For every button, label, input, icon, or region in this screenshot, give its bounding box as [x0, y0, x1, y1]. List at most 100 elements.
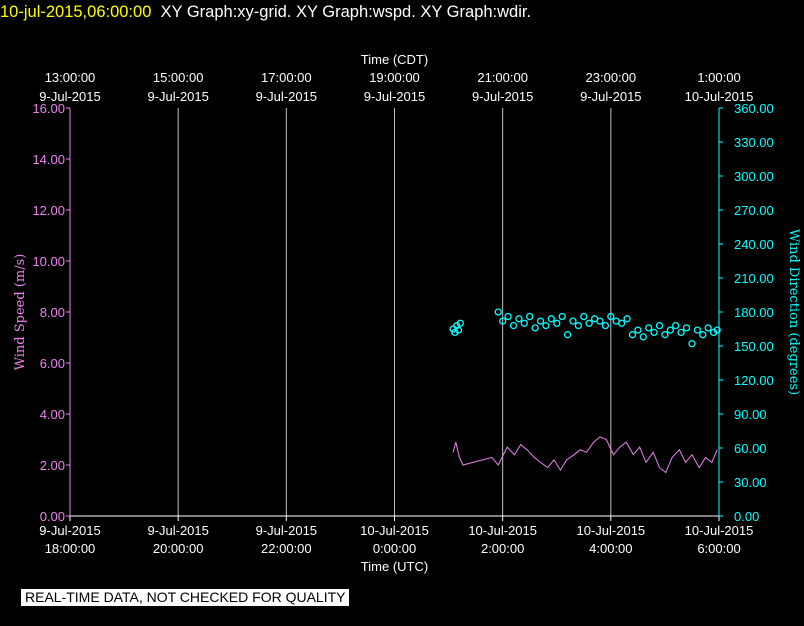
top-tick-time: 21:00:00 — [477, 70, 528, 85]
wind-direction-point — [451, 328, 459, 337]
header-graph-list: XY Graph:xy-grid. XY Graph:wspd. XY Grap… — [160, 3, 532, 21]
right-tick-label: 300.00 — [734, 169, 774, 184]
wind-direction-point — [623, 315, 631, 323]
top-tick-date: 9-Jul-2015 — [39, 89, 100, 104]
top-tick-time: 13:00:00 — [45, 70, 96, 85]
wind-direction-point — [617, 319, 626, 327]
wind-direction-point — [672, 321, 680, 330]
wind-direction-point — [677, 328, 685, 337]
top-tick-date: 10-Jul-2015 — [685, 89, 754, 104]
right-tick-label: 60.00 — [734, 441, 767, 456]
bottom-tick-date: 10-Jul-2015 — [468, 523, 537, 538]
wind-direction-point — [693, 326, 702, 334]
wind-direction-point — [456, 319, 464, 327]
right-tick-label: 90.00 — [734, 407, 767, 422]
wind-direction-point — [504, 312, 512, 321]
left-tick-label: 14.00 — [32, 152, 65, 167]
top-axis-ticks: 13:00:00 9-Jul-2015 15:00:00 9-Jul-2015 17:0… — [39, 70, 753, 104]
right-tick-label: 30.00 — [734, 475, 767, 490]
wind-direction-point — [536, 317, 545, 325]
top-tick-time: 15:00:00 — [153, 70, 204, 85]
left-tick-label: 8.00 — [40, 305, 65, 320]
top-tick-time: 23:00:00 — [586, 70, 637, 85]
bottom-tick-date: 10-Jul-2015 — [577, 523, 646, 538]
bottom-axis-title: Time (UTC) — [361, 559, 428, 574]
bottom-axis-ticks: 9-Jul-2015 18:00:00 9-Jul-2015 20:00:00 9-Ju… — [39, 516, 753, 556]
left-tick-label: 2.00 — [40, 458, 65, 473]
top-axis-title: Time (CDT) — [361, 52, 428, 67]
top-tick-time: 17:00:00 — [261, 70, 312, 85]
wind-direction-point — [526, 312, 534, 321]
wind-speed-line — [452, 436, 718, 474]
left-axis-label: Wind Speed (m/s) — [13, 254, 28, 371]
wind-direction-point — [574, 321, 583, 330]
wind-direction-point — [596, 317, 604, 325]
right-tick-label: 270.00 — [734, 203, 774, 218]
left-tick-label: 4.00 — [40, 407, 65, 422]
bottom-tick-time: 0:00:00 — [373, 541, 416, 556]
wind-direction-point — [558, 312, 566, 321]
right-tick-label: 0.00 — [734, 509, 759, 524]
left-axis-ticks: 0.00 2.00 4.00 6.00 8.00 10.00 12.00 14.00 16.00 — [32, 101, 70, 524]
right-axis-ticks: 0.00 30.00 60.00 90.00 120.00 150.00 180.00 210… — [719, 101, 774, 524]
wind-direction-point — [563, 331, 572, 339]
wind-direction-point — [520, 319, 528, 327]
wind-direction-point — [542, 321, 550, 330]
wind-direction-point — [666, 326, 674, 334]
left-tick-label: 6.00 — [40, 356, 65, 371]
bottom-tick-time: 6:00:00 — [697, 541, 740, 556]
right-tick-label: 150.00 — [734, 339, 774, 354]
bottom-tick-time: 20:00:00 — [153, 541, 204, 556]
wind-direction-point — [454, 326, 463, 334]
wind-speed-series — [452, 436, 718, 474]
right-tick-label: 210.00 — [734, 271, 774, 286]
bottom-tick-date: 9-Jul-2015 — [256, 523, 317, 538]
wind-direction-point — [699, 331, 707, 339]
top-tick-date: 9-Jul-2015 — [256, 89, 317, 104]
wind-direction-point — [688, 340, 696, 348]
wind-direction-point — [509, 321, 518, 330]
bottom-tick-time: 2:00:00 — [481, 541, 524, 556]
top-tick-date: 9-Jul-2015 — [580, 89, 641, 104]
wind-direction-point — [580, 312, 588, 321]
header: 10-jul-2015,06:00:00 XY Graph:xy-grid. X… — [0, 3, 804, 25]
top-tick-time: 19:00:00 — [369, 70, 420, 85]
wind-direction-point — [585, 319, 593, 327]
wind-direction-point — [569, 317, 577, 325]
right-tick-label: 330.00 — [734, 135, 774, 150]
header-timestamp: 10-jul-2015,06:00:00 — [0, 3, 152, 21]
top-tick-time: 1:00:00 — [697, 70, 740, 85]
left-tick-label: 12.00 — [32, 203, 65, 218]
wind-direction-point — [494, 308, 502, 316]
wind-direction-point — [515, 315, 523, 323]
bottom-tick-date: 10-Jul-2015 — [360, 523, 429, 538]
wind-direction-point — [704, 324, 712, 332]
wind-direction-point — [628, 331, 637, 339]
right-tick-label: 180.00 — [734, 305, 774, 320]
top-tick-date: 9-Jul-2015 — [472, 89, 533, 104]
wind-direction-point — [553, 319, 561, 327]
left-tick-label: 16.00 — [32, 101, 65, 116]
bottom-tick-time: 22:00:00 — [261, 541, 312, 556]
wind-direction-point — [531, 324, 539, 332]
wind-direction-series — [449, 308, 721, 348]
wind-direction-point — [607, 312, 615, 321]
wind-direction-point — [645, 324, 653, 332]
left-tick-label: 0.00 — [40, 509, 65, 524]
wind-direction-point — [547, 315, 555, 323]
quality-notice: REAL-TIME DATA, NOT CHECKED FOR QUALITY — [21, 589, 350, 606]
right-tick-label: 360.00 — [734, 101, 774, 116]
bottom-tick-time: 4:00:00 — [589, 541, 632, 556]
wind-direction-point — [499, 317, 507, 325]
bottom-tick-date: 9-Jul-2015 — [39, 523, 100, 538]
bottom-tick-date: 10-Jul-2015 — [685, 523, 754, 538]
wind-direction-point — [661, 331, 669, 339]
wind-direction-point — [601, 321, 610, 330]
wind-direction-point — [709, 328, 718, 337]
bottom-tick-date: 9-Jul-2015 — [147, 523, 208, 538]
wind-direction-point — [453, 321, 461, 330]
bottom-tick-time: 18:00:00 — [45, 541, 96, 556]
wind-direction-point — [634, 326, 642, 334]
wind-direction-point — [655, 321, 664, 330]
